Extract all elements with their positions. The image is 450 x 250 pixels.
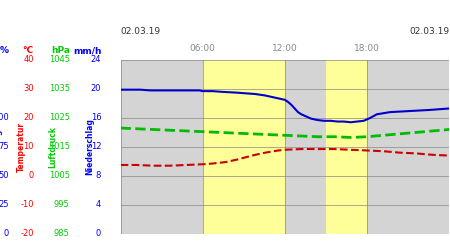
Text: 12: 12 xyxy=(91,142,101,151)
Text: 25: 25 xyxy=(0,200,9,209)
Text: hPa: hPa xyxy=(51,46,70,55)
Text: 02.03.19: 02.03.19 xyxy=(409,27,449,36)
Text: 75: 75 xyxy=(0,142,9,151)
Text: 30: 30 xyxy=(23,84,34,94)
Text: 1045: 1045 xyxy=(49,56,70,64)
Text: °C: °C xyxy=(22,46,34,55)
Text: 8: 8 xyxy=(96,171,101,180)
Text: 40: 40 xyxy=(23,56,34,64)
Text: -10: -10 xyxy=(20,200,34,209)
Text: 0: 0 xyxy=(4,229,9,238)
Text: %: % xyxy=(0,46,9,55)
Text: 16: 16 xyxy=(90,114,101,122)
Text: Luftfeuchtigkeit: Luftfeuchtigkeit xyxy=(0,112,2,182)
Text: 0: 0 xyxy=(96,229,101,238)
Bar xyxy=(326,60,367,234)
Text: 100: 100 xyxy=(0,114,9,122)
Text: 02.03.19: 02.03.19 xyxy=(121,27,161,36)
Text: 12:00: 12:00 xyxy=(272,44,298,53)
Text: 10: 10 xyxy=(23,142,34,151)
Text: 50: 50 xyxy=(0,171,9,180)
Text: Luftdruck: Luftdruck xyxy=(49,126,58,168)
Text: 995: 995 xyxy=(54,200,70,209)
Text: 1015: 1015 xyxy=(49,142,70,151)
Text: Niederschlag: Niederschlag xyxy=(86,118,94,175)
Text: 20: 20 xyxy=(23,114,34,122)
Text: mm/h: mm/h xyxy=(73,46,101,55)
Text: -20: -20 xyxy=(20,229,34,238)
Text: 18:00: 18:00 xyxy=(354,44,380,53)
Text: 24: 24 xyxy=(91,56,101,64)
Text: 06:00: 06:00 xyxy=(190,44,216,53)
Text: 1035: 1035 xyxy=(49,84,70,94)
Text: Temperatur: Temperatur xyxy=(17,122,26,172)
Bar xyxy=(203,60,285,234)
Text: 1005: 1005 xyxy=(49,171,70,180)
Text: 985: 985 xyxy=(54,229,70,238)
Text: 0: 0 xyxy=(28,171,34,180)
Text: 20: 20 xyxy=(91,84,101,94)
Text: 1025: 1025 xyxy=(49,114,70,122)
Text: 4: 4 xyxy=(96,200,101,209)
